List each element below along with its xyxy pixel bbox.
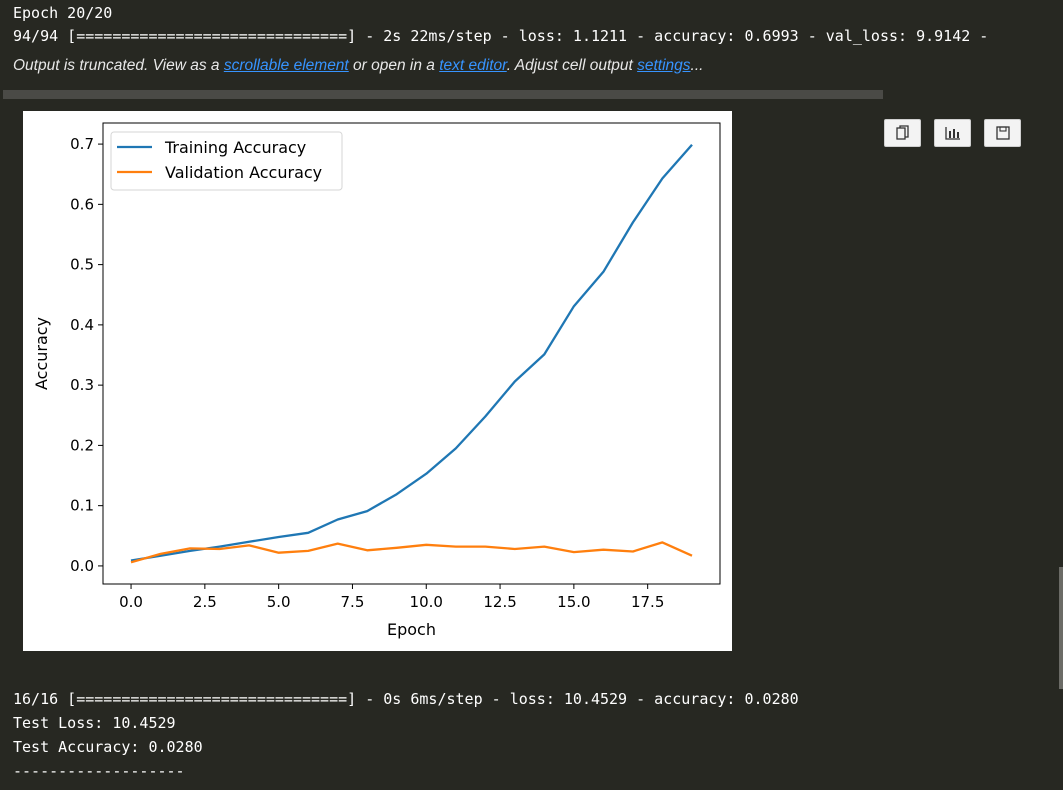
y-tick-label: 0.7 xyxy=(70,135,94,153)
test-accuracy-line: Test Accuracy: 0.0280 xyxy=(13,738,203,756)
x-tick-label: 12.5 xyxy=(483,593,516,611)
y-tick-label: 0.6 xyxy=(70,195,94,213)
x-tick-label: 15.0 xyxy=(557,593,590,611)
x-tick-label: 7.5 xyxy=(341,593,365,611)
series-line-0 xyxy=(130,143,693,562)
settings-link[interactable]: settings xyxy=(637,57,691,74)
save-icon xyxy=(995,126,1010,140)
x-axis-label: Epoch xyxy=(387,620,436,639)
legend-label: Training Accuracy xyxy=(164,138,306,157)
ticks-layer: 0.0 2.5 5.0 7.5 10.0 12.5 15.0 17.5 0.0 0.1 0.2 0.3… xyxy=(70,135,664,611)
y-tick-label: 0.5 xyxy=(70,256,94,274)
progress-line: 94/94 [==============================] -… xyxy=(13,27,989,45)
separator-line: ------------------- xyxy=(13,762,185,780)
series-layer xyxy=(130,143,693,564)
y-tick-label: 0.0 xyxy=(70,557,94,575)
eval-line: 16/16 [==============================] -… xyxy=(13,690,799,708)
axes-frame xyxy=(102,122,721,585)
horizontal-scrollbar[interactable] xyxy=(3,90,883,99)
legend-label: Validation Accuracy xyxy=(165,163,322,182)
y-tick-label: 0.2 xyxy=(70,436,94,454)
copy-icon xyxy=(895,125,909,140)
x-tick-label: 0.0 xyxy=(119,593,143,611)
legend: Training Accuracy Validation Accuracy xyxy=(110,131,343,191)
chart-svg: 0.0 2.5 5.0 7.5 10.0 12.5 15.0 17.5 0.0 0.1 0.2 0.3… xyxy=(32,122,721,639)
truncated-mid: or open in a xyxy=(348,57,440,74)
truncated-notice: Output is truncated. View as a scrollabl… xyxy=(13,57,703,75)
x-tick-label: 10.0 xyxy=(410,593,443,611)
epoch-line: Epoch 20/20 xyxy=(13,4,113,22)
open-chart-button[interactable] xyxy=(934,119,971,147)
accuracy-chart: 0.0 2.5 5.0 7.5 10.0 12.5 15.0 17.5 0.0 0.1 0.2 0.3… xyxy=(23,111,732,651)
save-button[interactable] xyxy=(984,119,1021,147)
text-editor-link[interactable]: text editor xyxy=(439,57,507,74)
copy-button[interactable] xyxy=(884,119,921,147)
x-tick-label: 2.5 xyxy=(193,593,217,611)
truncated-suffix: ... xyxy=(690,57,704,74)
truncated-mid2: . Adjust cell output xyxy=(506,57,638,74)
vertical-scrollbar[interactable] xyxy=(1059,567,1063,689)
truncated-prefix: Output is truncated. View as a xyxy=(13,57,224,74)
chart-icon xyxy=(944,127,960,140)
scrollable-element-link[interactable]: scrollable element xyxy=(223,57,349,74)
x-tick-label: 5.0 xyxy=(267,593,291,611)
legend-box xyxy=(110,131,343,191)
test-loss-line: Test Loss: 10.4529 xyxy=(13,714,176,732)
x-tick-label: 17.5 xyxy=(631,593,664,611)
y-tick-label: 0.4 xyxy=(70,316,94,334)
y-tick-label: 0.1 xyxy=(70,497,94,515)
y-tick-label: 0.3 xyxy=(70,376,94,394)
series-line-1 xyxy=(130,541,693,564)
y-axis-label: Accuracy xyxy=(32,317,51,390)
